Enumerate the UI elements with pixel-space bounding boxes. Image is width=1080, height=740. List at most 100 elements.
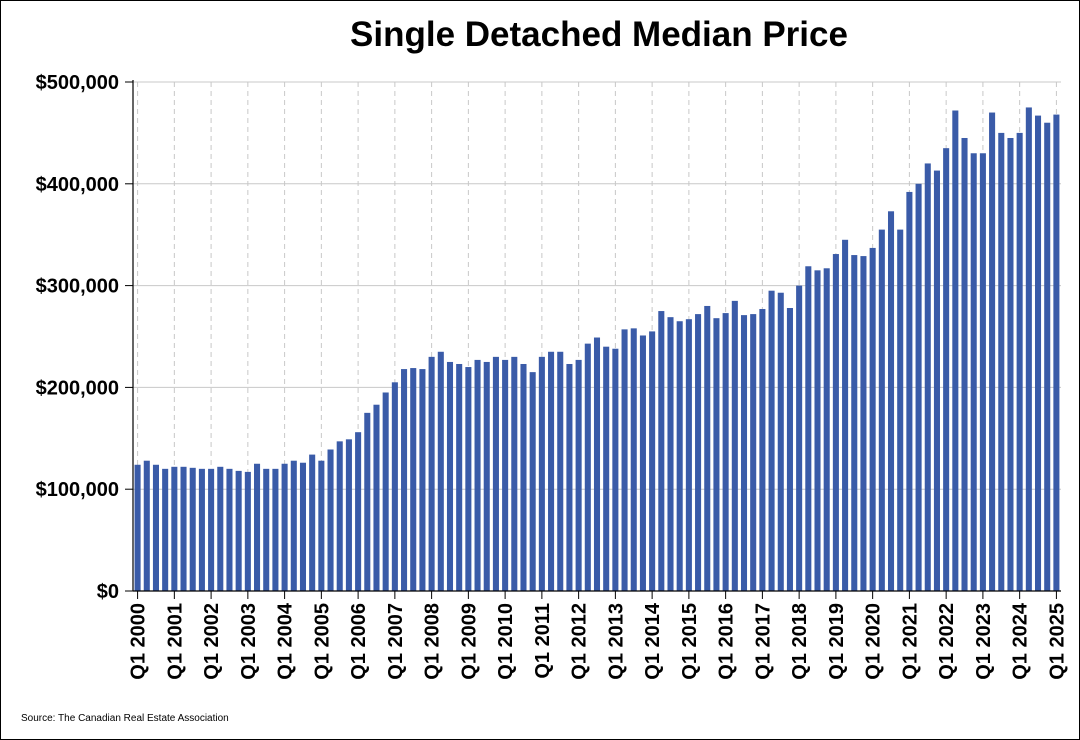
bar xyxy=(759,309,766,591)
bar xyxy=(391,382,398,591)
bar xyxy=(612,348,619,591)
bar xyxy=(511,356,518,591)
x-tick-label: Q1 2006 xyxy=(348,603,370,680)
bar xyxy=(970,153,977,591)
bar xyxy=(1007,137,1014,592)
bar xyxy=(373,404,380,591)
bar xyxy=(786,308,793,591)
source-note: Source: The Canadian Real Estate Associa… xyxy=(21,713,229,724)
bar xyxy=(1044,122,1051,591)
bar xyxy=(474,359,481,591)
bar xyxy=(639,335,646,591)
bar xyxy=(529,372,536,591)
bar xyxy=(989,112,996,591)
bar xyxy=(998,132,1005,591)
bar xyxy=(878,229,885,592)
bar xyxy=(630,328,637,591)
bar xyxy=(244,471,251,591)
x-tick-label: Q1 2021 xyxy=(899,603,921,680)
bar xyxy=(364,412,371,591)
bar xyxy=(851,255,858,591)
bar xyxy=(961,137,968,592)
bar xyxy=(575,359,582,591)
bar xyxy=(750,314,757,591)
x-tick-label: Q1 2025 xyxy=(1046,603,1068,680)
bar xyxy=(814,270,821,591)
bar xyxy=(446,361,454,591)
x-tick-label: Q1 2023 xyxy=(973,603,995,680)
bar xyxy=(897,229,904,592)
bar xyxy=(887,211,895,592)
x-tick-label: Q1 2003 xyxy=(238,603,260,680)
bar xyxy=(134,464,141,591)
bar xyxy=(401,369,408,591)
bar xyxy=(943,148,950,592)
x-tick-label: Q1 2011 xyxy=(532,603,554,679)
bar xyxy=(254,463,261,591)
chart-title: Single Detached Median Price xyxy=(350,15,848,54)
x-tick-label: Q1 2002 xyxy=(201,603,223,680)
bar xyxy=(603,346,610,591)
bar xyxy=(410,368,417,591)
bar xyxy=(740,315,748,591)
bar xyxy=(162,468,169,591)
bar xyxy=(309,454,316,591)
bar xyxy=(915,183,922,592)
x-tick-label: Q1 2016 xyxy=(716,603,738,680)
bar xyxy=(336,441,343,591)
bar xyxy=(299,462,307,591)
bar xyxy=(584,343,591,591)
bar xyxy=(263,468,270,591)
bar xyxy=(290,460,297,591)
x-tick-label: Q1 2001 xyxy=(164,603,186,680)
bar xyxy=(952,110,959,591)
bar xyxy=(465,367,472,591)
bar xyxy=(419,369,426,591)
y-tick-label: $100,000 xyxy=(36,479,119,501)
bar xyxy=(722,313,729,591)
x-tick-label: Q1 2017 xyxy=(752,603,774,680)
bar xyxy=(933,170,940,591)
bar xyxy=(777,292,784,591)
bar xyxy=(318,460,325,591)
bar xyxy=(796,285,803,591)
bar xyxy=(217,466,224,591)
x-tick-label: Q1 2022 xyxy=(936,603,958,680)
y-tick-label: $200,000 xyxy=(36,377,119,399)
y-tick-label: $300,000 xyxy=(36,276,119,298)
bar xyxy=(152,464,159,591)
x-tick-label: Q1 2014 xyxy=(642,602,664,680)
bar xyxy=(143,460,150,591)
bar xyxy=(1016,132,1023,591)
bar xyxy=(382,392,389,591)
bar xyxy=(538,356,545,591)
x-tick-label: Q1 2019 xyxy=(826,603,848,680)
x-tick-label: Q1 2015 xyxy=(679,603,701,680)
bar xyxy=(235,470,242,591)
x-tick-label: Q1 2005 xyxy=(311,603,333,680)
bar xyxy=(272,468,279,591)
bar xyxy=(979,153,986,591)
bar xyxy=(1035,115,1042,591)
bar xyxy=(198,468,205,591)
y-tick-label: $500,000 xyxy=(36,72,119,94)
bar xyxy=(906,191,913,591)
x-tick-label: Q1 2024 xyxy=(1010,602,1032,680)
x-tick-label: Q1 2004 xyxy=(275,602,297,680)
y-tick-label: $400,000 xyxy=(36,174,119,196)
bar xyxy=(621,329,628,591)
bar xyxy=(566,363,573,591)
bar xyxy=(860,256,867,591)
bar xyxy=(355,432,362,591)
bar xyxy=(704,305,711,591)
bar xyxy=(557,351,564,591)
bar xyxy=(189,467,196,591)
bar xyxy=(428,356,435,591)
bar xyxy=(713,318,720,591)
bar xyxy=(437,351,444,591)
bar xyxy=(649,331,656,591)
bar xyxy=(676,321,683,591)
bar xyxy=(685,319,692,591)
